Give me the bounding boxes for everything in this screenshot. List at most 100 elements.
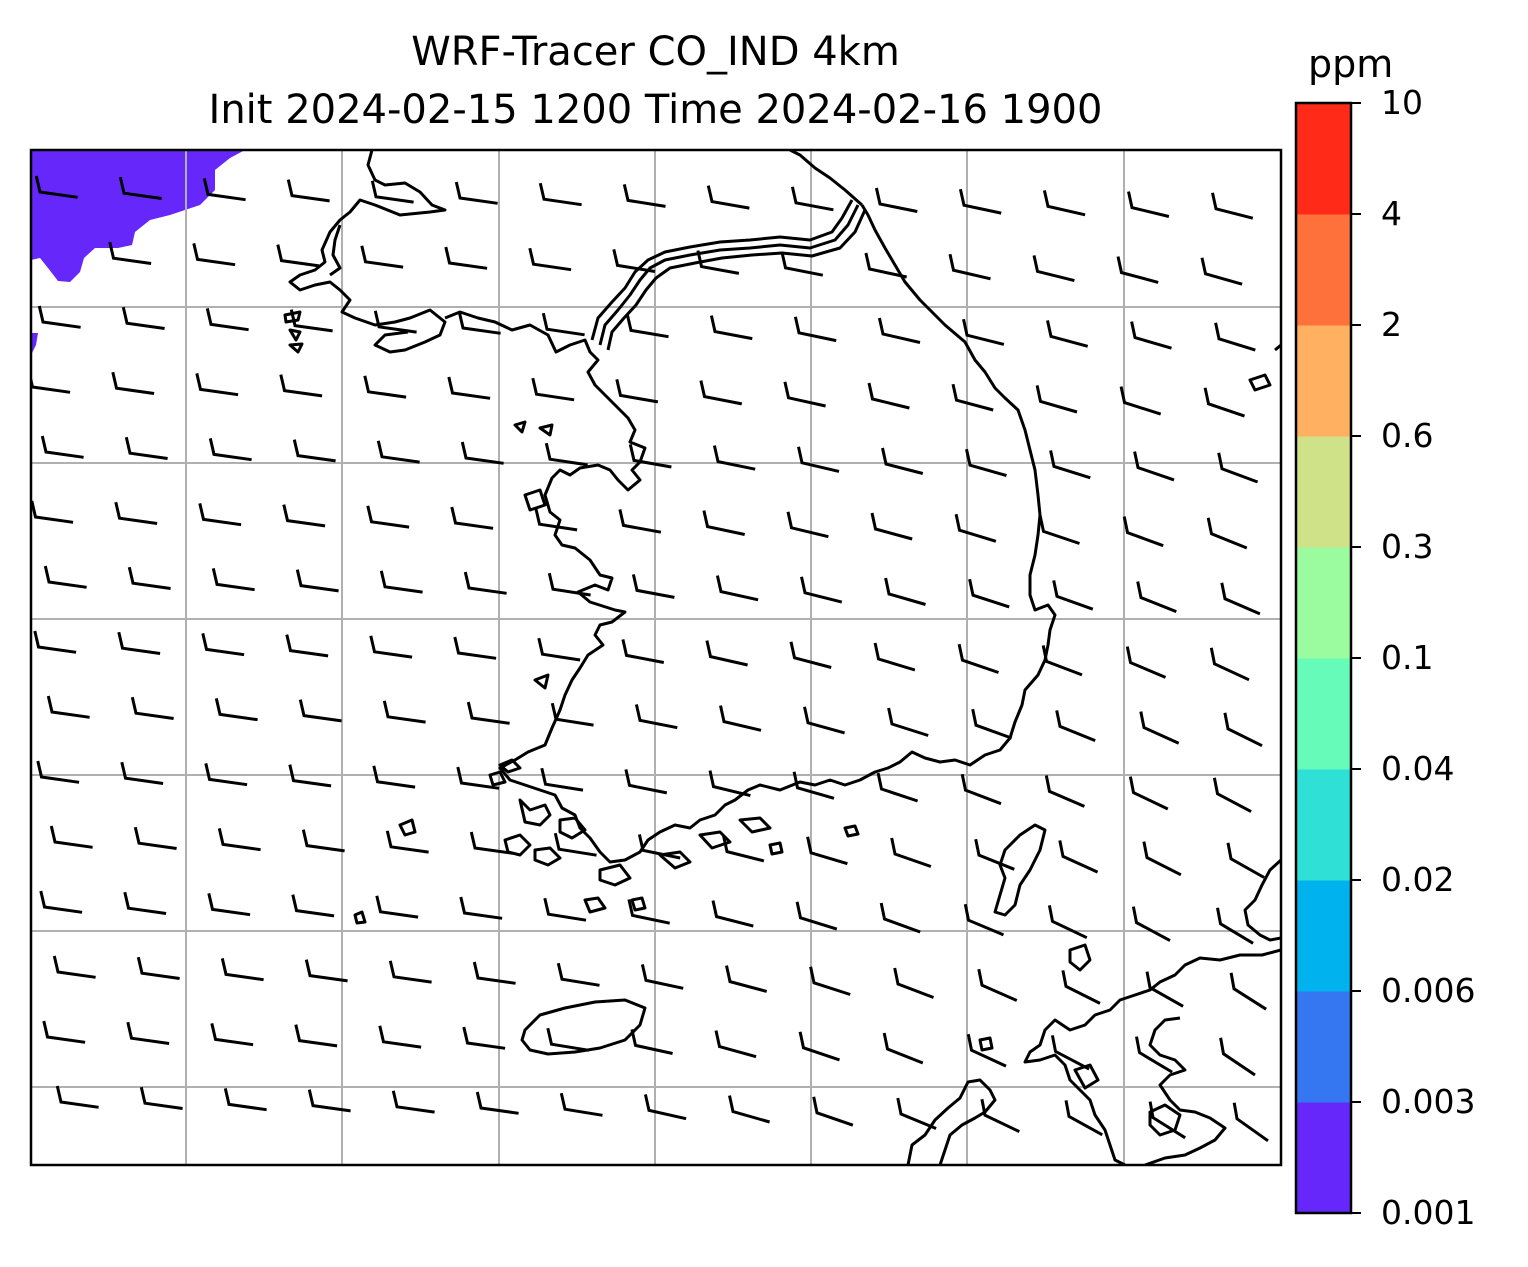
wind-barb [453, 636, 497, 660]
wind-barb [198, 503, 242, 527]
wind-barb [538, 182, 582, 207]
wind-barb [711, 900, 754, 928]
wind-barb [793, 316, 837, 343]
wind-barb [1127, 191, 1170, 218]
wind-barb [1211, 192, 1254, 220]
wind-barb [472, 961, 516, 985]
tracer-shading-area-small [31, 333, 38, 355]
wind-barb [618, 509, 662, 534]
wind-barb [1229, 972, 1267, 1011]
wind-barb [1032, 255, 1075, 283]
wind-barb [1232, 1102, 1269, 1143]
wind-barb [893, 967, 935, 999]
wind-barb [391, 1090, 435, 1114]
wind-barb [621, 639, 665, 664]
wind-barb [456, 766, 500, 790]
wind-barb [628, 444, 672, 469]
wind-barb [712, 445, 756, 471]
wind-barb [31, 500, 74, 524]
wind-barb [715, 575, 759, 602]
colorbar-segment [1296, 658, 1351, 770]
wind-barb [202, 178, 246, 202]
wind-barb [1122, 516, 1164, 548]
wind-barb [1216, 907, 1254, 945]
wind-barb [1050, 1035, 1090, 1071]
wind-barb [298, 699, 342, 723]
wind-barb [378, 1025, 422, 1049]
wind-barb [719, 705, 762, 732]
wind-barb [462, 1026, 506, 1050]
wind-barb [466, 701, 510, 725]
colorbar-segment [1296, 1102, 1351, 1214]
wind-barb [46, 695, 90, 719]
wind-barb [114, 501, 158, 525]
wind-barb [1049, 450, 1091, 480]
wind-barb [1119, 386, 1162, 416]
wind-barb [881, 447, 924, 475]
wind-barb [896, 1097, 937, 1130]
wind-barb [294, 1024, 338, 1048]
wind-barb [127, 566, 171, 590]
wind-barb [1052, 580, 1094, 611]
wind-barb [965, 448, 1007, 478]
wind-barb [1047, 905, 1088, 940]
wind-barb [643, 1094, 687, 1121]
wind-barb [369, 635, 413, 659]
wind-barb [962, 318, 1005, 346]
colorbar-tick-label: 0.003 [1381, 1082, 1476, 1121]
wind-barb [301, 829, 345, 853]
wind-barb [120, 761, 164, 785]
wind-barb [304, 959, 348, 983]
wind-barb [963, 903, 1005, 937]
wind-barb [210, 1023, 254, 1047]
wind-barb [469, 831, 513, 855]
wind-barb [864, 252, 908, 279]
wind-barb [385, 830, 429, 854]
wind-barb [307, 1089, 351, 1113]
wind-barb [546, 1027, 590, 1052]
wind-barb [971, 708, 1013, 740]
wind-barb [1038, 515, 1080, 545]
colorbar-tick-label: 10 [1381, 83, 1423, 122]
wind-barb [1055, 710, 1096, 742]
colorbar-tick-label: 0.04 [1381, 749, 1455, 788]
map-frame [29, 148, 1283, 1167]
tsushima-island [993, 823, 1047, 917]
wind-barb [1209, 647, 1250, 682]
wind-barb [974, 838, 1015, 871]
wind-barb [966, 1033, 1007, 1068]
wind-barb [977, 968, 1018, 1002]
map-title: WRF-Tracer CO_IND 4km [411, 29, 900, 75]
wind-barb [372, 765, 416, 789]
wind-barb [882, 1032, 924, 1065]
wind-barb [34, 175, 78, 199]
wind-barb [292, 439, 336, 463]
wind-barb [948, 253, 991, 281]
wind-barb [559, 1092, 603, 1117]
wind-barb [612, 249, 656, 273]
wind-barb [809, 966, 851, 996]
wind-barb [124, 436, 168, 460]
wind-barb [709, 315, 753, 341]
wind-barb [714, 1030, 757, 1059]
wind-barb [40, 435, 84, 459]
wind-barb [52, 955, 96, 979]
wind-barb [211, 568, 255, 592]
wind-barb [475, 1091, 519, 1115]
wind-barb [812, 1096, 854, 1127]
wind-barb [1044, 775, 1085, 808]
wind-barb [379, 570, 423, 594]
colorbar-segment [1296, 325, 1351, 437]
wind-barb [382, 700, 426, 724]
colorbar-segment [1296, 214, 1351, 326]
wind-barb [123, 891, 167, 915]
wind-barb [195, 373, 239, 397]
wind-barb [870, 512, 913, 541]
wind-barb [528, 247, 572, 272]
wind-barb [1214, 322, 1256, 352]
wind-barb [951, 383, 994, 412]
wind-barb [1142, 841, 1182, 877]
wind-barb [454, 181, 498, 205]
